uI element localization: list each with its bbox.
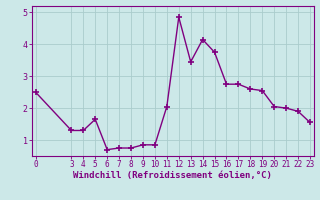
X-axis label: Windchill (Refroidissement éolien,°C): Windchill (Refroidissement éolien,°C) [73, 171, 272, 180]
